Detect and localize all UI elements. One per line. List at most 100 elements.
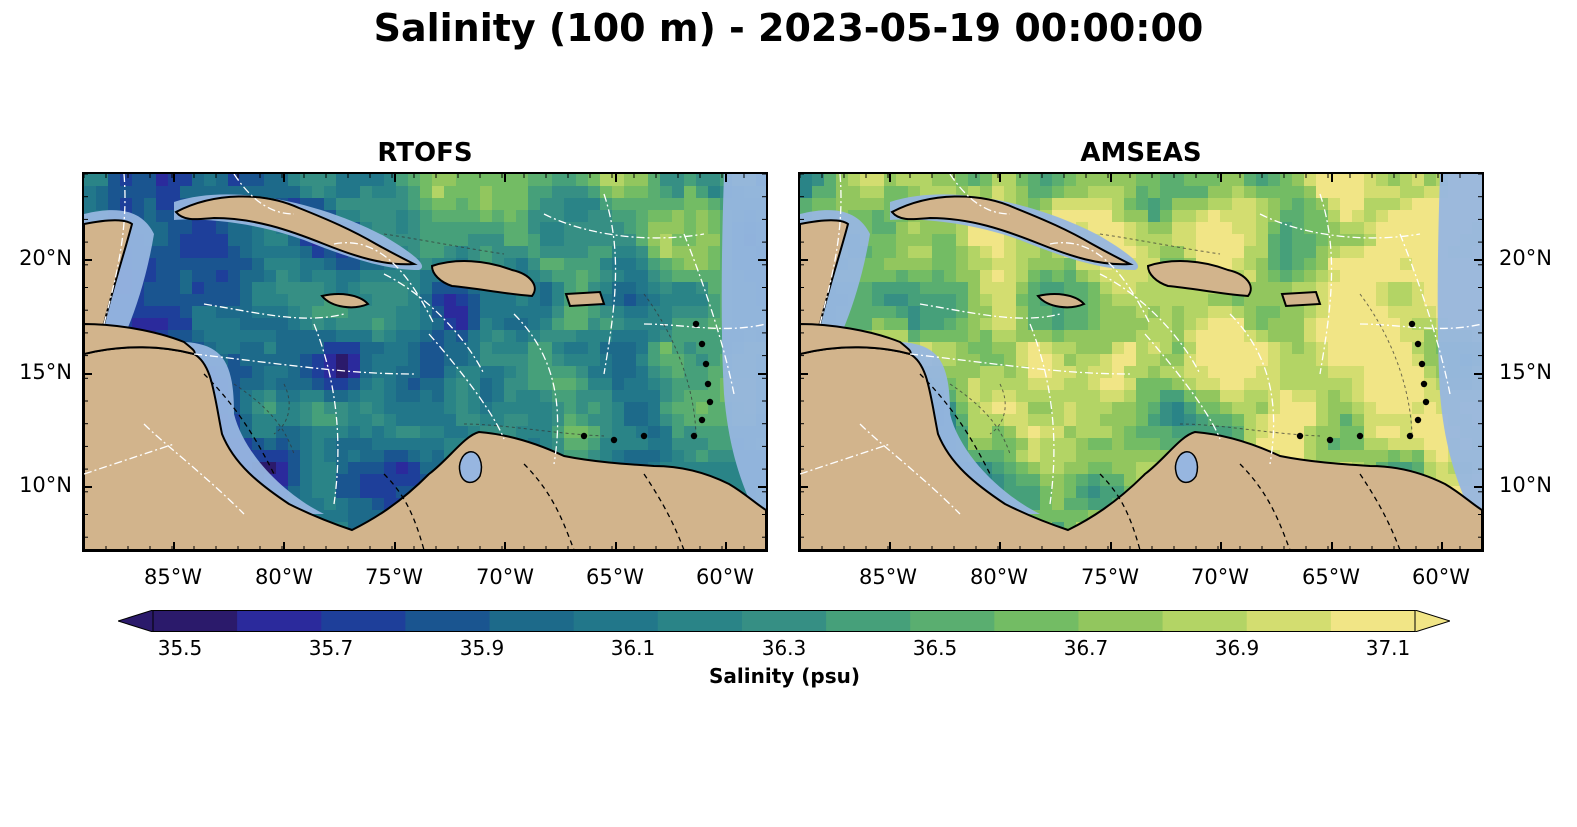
salinity-cell bbox=[312, 378, 325, 391]
salinity-cell bbox=[932, 318, 945, 331]
salinity-cell bbox=[468, 306, 481, 319]
salinity-cell bbox=[1112, 282, 1125, 295]
salinity-cell bbox=[1376, 186, 1389, 199]
salinity-cell bbox=[1304, 246, 1317, 259]
salinity-cell bbox=[612, 198, 625, 211]
salinity-cell bbox=[384, 486, 397, 499]
salinity-cell bbox=[372, 462, 385, 475]
salinity-cell bbox=[1292, 366, 1305, 379]
salinity-cell bbox=[192, 294, 205, 307]
salinity-cell bbox=[360, 354, 373, 367]
salinity-cell bbox=[324, 450, 337, 463]
salinity-cell bbox=[360, 426, 373, 439]
salinity-cell bbox=[492, 186, 505, 199]
salinity-cell bbox=[384, 222, 397, 235]
salinity-cell bbox=[288, 270, 301, 283]
salinity-cell bbox=[1172, 222, 1185, 235]
salinity-cell bbox=[1196, 222, 1209, 235]
salinity-cell bbox=[192, 318, 205, 331]
salinity-cell bbox=[588, 270, 601, 283]
salinity-cell bbox=[920, 294, 933, 307]
salinity-cell bbox=[144, 174, 157, 187]
salinity-cell bbox=[684, 210, 697, 223]
salinity-cell bbox=[1016, 318, 1029, 331]
salinity-cell bbox=[708, 222, 721, 235]
salinity-cell bbox=[908, 234, 921, 247]
salinity-cell bbox=[968, 234, 981, 247]
salinity-cell bbox=[1040, 174, 1053, 187]
salinity-cell bbox=[1076, 414, 1089, 427]
salinity-cell bbox=[324, 498, 337, 511]
eez-boundary bbox=[1359, 323, 1482, 330]
salinity-cell bbox=[300, 246, 313, 259]
salinity-cell bbox=[1424, 258, 1437, 271]
salinity-cell bbox=[456, 246, 469, 259]
salinity-cell bbox=[264, 342, 277, 355]
salinity-cell bbox=[932, 234, 945, 247]
salinity-cell bbox=[1136, 354, 1149, 367]
salinity-cell bbox=[1160, 294, 1173, 307]
salinity-cell bbox=[896, 306, 909, 319]
salinity-cell bbox=[684, 258, 697, 271]
salinity-cell bbox=[968, 282, 981, 295]
salinity-cell bbox=[264, 402, 277, 415]
island bbox=[580, 432, 588, 440]
salinity-cell bbox=[1352, 366, 1365, 379]
salinity-cell bbox=[896, 258, 909, 271]
salinity-cell bbox=[1412, 306, 1425, 319]
salinity-cell bbox=[372, 270, 385, 283]
salinity-cell bbox=[1088, 198, 1101, 211]
salinity-cell bbox=[444, 330, 457, 343]
salinity-cell bbox=[216, 270, 229, 283]
salinity-cell bbox=[1112, 414, 1125, 427]
salinity-cell bbox=[1292, 246, 1305, 259]
salinity-cell bbox=[420, 198, 433, 211]
salinity-cell bbox=[576, 306, 589, 319]
salinity-cell bbox=[420, 450, 433, 463]
salinity-cell bbox=[1244, 330, 1257, 343]
salinity-cell bbox=[1184, 402, 1197, 415]
salinity-cell bbox=[660, 438, 673, 451]
eez-boundary bbox=[233, 174, 295, 215]
salinity-cell bbox=[516, 258, 529, 271]
salinity-cell bbox=[564, 258, 577, 271]
salinity-cell bbox=[660, 258, 673, 271]
salinity-cell bbox=[600, 342, 613, 355]
salinity-cell bbox=[528, 402, 541, 415]
salinity-cell bbox=[1064, 354, 1077, 367]
salinity-cell bbox=[384, 366, 397, 379]
salinity-cell bbox=[1268, 438, 1281, 451]
eez-boundary bbox=[428, 333, 505, 440]
salinity-cell bbox=[324, 282, 337, 295]
salinity-cell bbox=[348, 258, 361, 271]
salinity-cell bbox=[1256, 198, 1269, 211]
salinity-cell bbox=[252, 426, 265, 439]
bathymetry-contour bbox=[1359, 293, 1413, 435]
salinity-cell bbox=[1256, 390, 1269, 403]
salinity-cell bbox=[1052, 510, 1065, 523]
salinity-cell bbox=[456, 426, 469, 439]
salinity-cell bbox=[636, 342, 649, 355]
salinity-cell bbox=[288, 426, 301, 439]
salinity-cell bbox=[336, 390, 349, 403]
salinity-cell bbox=[1016, 282, 1029, 295]
salinity-cell bbox=[1004, 186, 1017, 199]
salinity-cell bbox=[1364, 330, 1377, 343]
salinity-cell bbox=[1412, 390, 1425, 403]
salinity-cell bbox=[612, 354, 625, 367]
salinity-cell bbox=[348, 330, 361, 343]
salinity-cell bbox=[336, 438, 349, 451]
salinity-cell bbox=[492, 222, 505, 235]
salinity-cell bbox=[720, 450, 733, 463]
salinity-cell bbox=[492, 390, 505, 403]
salinity-cell bbox=[480, 174, 493, 187]
salinity-cell bbox=[408, 438, 421, 451]
island bbox=[698, 340, 706, 348]
salinity-cell bbox=[276, 342, 289, 355]
salinity-cell bbox=[1124, 390, 1137, 403]
salinity-cell bbox=[1280, 330, 1293, 343]
salinity-cell bbox=[288, 258, 301, 271]
salinity-cell bbox=[708, 426, 721, 439]
salinity-cell bbox=[384, 414, 397, 427]
salinity-cell bbox=[216, 222, 229, 235]
